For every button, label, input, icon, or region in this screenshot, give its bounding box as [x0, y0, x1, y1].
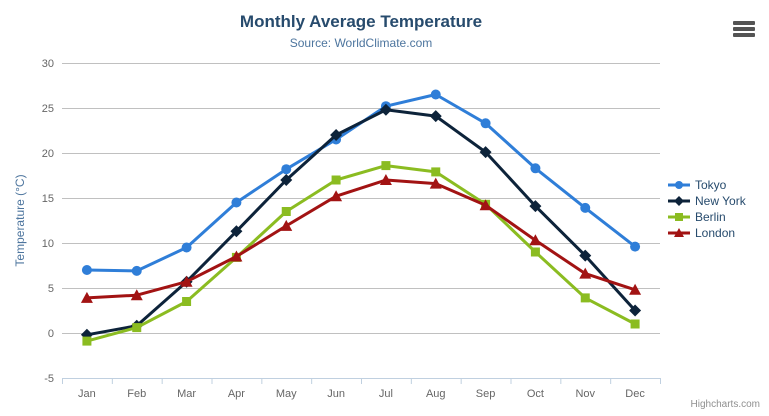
diamond-marker-icon — [668, 196, 690, 206]
data-point[interactable] — [629, 304, 642, 317]
data-point[interactable] — [529, 234, 542, 246]
data-point[interactable] — [580, 202, 591, 213]
legend-item-london[interactable]: London — [668, 225, 746, 241]
data-point[interactable] — [579, 249, 592, 262]
y-tick-label: 0 — [48, 328, 54, 340]
x-tick-label: Dec — [625, 388, 645, 400]
legend-item-tokyo[interactable]: Tokyo — [668, 177, 746, 193]
data-point[interactable] — [281, 164, 292, 175]
data-point[interactable] — [429, 110, 442, 123]
x-tick-label: Mar — [177, 388, 196, 400]
y-tick-label: -5 — [44, 373, 54, 385]
series-new-york[interactable] — [80, 103, 642, 341]
data-point[interactable] — [629, 283, 642, 295]
circle-marker-icon — [668, 181, 690, 189]
data-point[interactable] — [80, 291, 93, 303]
chart-subtitle: Source: WorldClimate.com — [289, 36, 433, 50]
data-point[interactable] — [82, 336, 92, 346]
data-point[interactable] — [430, 89, 441, 100]
x-tick-label: Feb — [127, 388, 146, 400]
data-point[interactable] — [630, 319, 640, 329]
series-tokyo[interactable] — [81, 89, 641, 276]
x-tick-label: Jun — [327, 388, 345, 400]
data-point[interactable] — [281, 207, 291, 216]
data-point[interactable] — [529, 200, 542, 213]
data-point[interactable] — [530, 163, 541, 174]
x-tick-label: Oct — [527, 388, 544, 400]
data-point[interactable] — [230, 250, 243, 262]
series-london[interactable] — [80, 174, 642, 303]
legend-item-berlin[interactable]: Berlin — [668, 209, 746, 225]
x-tick-label: Jan — [78, 388, 96, 400]
x-tick-label: Nov — [575, 388, 595, 400]
triangle-marker-icon — [668, 228, 690, 237]
x-tick-label: Jul — [379, 388, 393, 400]
data-point[interactable] — [630, 241, 641, 252]
data-point[interactable] — [330, 129, 343, 141]
legend-item-new-york[interactable]: New York — [668, 193, 746, 209]
y-tick-label: 15 — [42, 193, 54, 205]
legend-label: London — [695, 226, 736, 240]
data-point[interactable] — [379, 103, 392, 116]
data-point[interactable] — [580, 293, 590, 303]
data-point[interactable] — [579, 267, 592, 279]
x-tick-label: Aug — [426, 388, 446, 400]
y-tick-label: 5 — [48, 283, 54, 295]
x-tick-label: Sep — [476, 388, 496, 400]
series-berlin[interactable] — [82, 161, 640, 346]
data-point[interactable] — [381, 161, 391, 171]
x-tick-label: Apr — [228, 388, 245, 400]
y-tick-label: 25 — [42, 103, 54, 115]
data-point[interactable] — [431, 167, 441, 177]
data-point[interactable] — [182, 297, 192, 306]
x-tick-label: May — [276, 388, 297, 400]
data-point[interactable] — [181, 242, 192, 253]
data-point[interactable] — [479, 146, 492, 159]
data-point[interactable] — [131, 265, 142, 276]
series-line — [85, 164, 637, 343]
y-axis-title: Temperature (°C) — [13, 174, 27, 266]
export-menu-button[interactable] — [733, 21, 757, 39]
data-point[interactable] — [81, 265, 92, 275]
data-point[interactable] — [132, 323, 142, 333]
data-point[interactable] — [331, 175, 341, 185]
y-tick-label: 20 — [42, 148, 54, 160]
data-point[interactable] — [479, 199, 492, 211]
series-line — [85, 108, 637, 337]
data-point[interactable] — [130, 289, 143, 301]
credits-link[interactable]: Highcharts.com — [690, 399, 760, 410]
chart-title: Monthly Average Temperature — [239, 12, 483, 31]
legend-label: Tokyo — [695, 178, 727, 192]
square-marker-icon — [668, 213, 690, 221]
data-point[interactable] — [429, 177, 442, 189]
data-point[interactable] — [379, 174, 392, 185]
data-point[interactable] — [530, 247, 540, 257]
data-point[interactable] — [231, 197, 242, 208]
data-point[interactable] — [280, 219, 293, 231]
data-point[interactable] — [280, 174, 293, 186]
y-tick-label: 10 — [42, 238, 54, 250]
data-point[interactable] — [330, 190, 343, 202]
series-line — [85, 178, 637, 300]
legend-label: Berlin — [695, 210, 726, 224]
hamburger-icon — [733, 21, 755, 37]
legend: Tokyo New York Berlin London — [668, 177, 746, 241]
y-tick-label: 30 — [42, 58, 54, 70]
data-point[interactable] — [480, 118, 491, 129]
data-point[interactable] — [230, 225, 243, 238]
data-point[interactable] — [180, 275, 193, 287]
legend-label: New York — [695, 194, 746, 208]
